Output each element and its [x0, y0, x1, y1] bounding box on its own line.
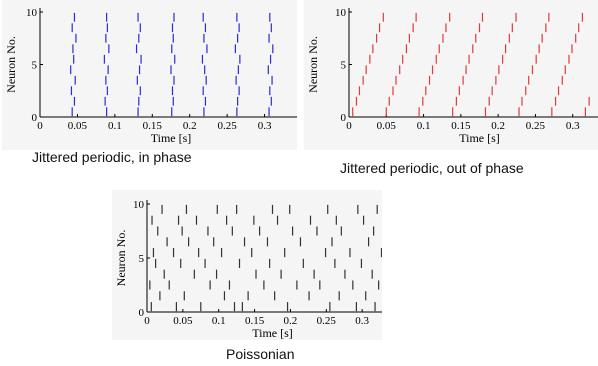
x-tick-label: 0.1: [212, 315, 226, 327]
x-axis-label: Time [s]: [151, 131, 192, 145]
x-tick-label: 0.05: [68, 120, 88, 132]
x-tick-label: 0.2: [183, 120, 197, 132]
y-tick-label: 0: [341, 112, 347, 124]
y-tick-label: 10: [335, 7, 347, 19]
raster-panel-poissonian: 0 0.05 0.1 0.15 0.2 0.25 0.3 0 5 10 Time [s] Neuron…: [112, 190, 382, 366]
x-tick-label: 0.25: [317, 315, 337, 327]
x-axis-label: Time [s]: [459, 131, 500, 145]
chart-caption: Poissonian: [226, 346, 295, 362]
x-tick-label: 0.3: [258, 120, 272, 132]
x-axis-label: Time [s]: [252, 326, 293, 340]
panel-background: [112, 190, 382, 340]
x-tick-label: 0: [346, 120, 352, 132]
x-tick-label: 0.2: [284, 315, 298, 327]
chart-caption: Jittered periodic, out of phase: [340, 160, 524, 176]
raster-chart-in-phase: 0 0.05 0.1 0.15 0.2 0.25 0.3 0 5 10 Time [s] Neuron…: [4, 7, 297, 145]
y-tick-label: 10: [133, 199, 145, 211]
x-tick-label: 0.2: [491, 120, 505, 132]
panel-background: [304, 0, 598, 150]
raster-chart-out-of-phase: 0 0.05 0.1 0.15 0.2 0.25 0.3 0 5 10 Time [s] Neuron…: [306, 7, 598, 145]
raster-chart-poissonian: 0 0.05 0.1 0.15 0.2 0.25 0.3 0 5 10 Time [s] Neuron…: [114, 199, 382, 340]
x-tick-label: 0.25: [218, 120, 238, 132]
x-tick-label: 0.3: [566, 120, 580, 132]
y-tick-label: 0: [139, 307, 145, 319]
y-tick-label: 5: [139, 253, 145, 265]
x-tick-label: 0.15: [245, 315, 265, 327]
x-tick-label: 0.3: [355, 315, 369, 327]
y-axis-label: Neuron No.: [114, 230, 128, 287]
raster-panel-in-phase: 0 0.05 0.1 0.15 0.2 0.25 0.3 0 5 10 Time [s] Neuron…: [2, 0, 297, 180]
x-tick-label: 0.05: [173, 315, 193, 327]
x-tick-label: 0.15: [143, 120, 163, 132]
y-axis-label: Neuron No.: [306, 36, 320, 93]
x-tick-label: 0.25: [526, 120, 546, 132]
x-tick-label: 0.1: [108, 120, 122, 132]
x-tick-label: 0.05: [377, 120, 397, 132]
y-tick-label: 5: [32, 60, 38, 72]
chart-caption: Jittered periodic, in phase: [32, 149, 192, 165]
x-tick-label: 0: [144, 315, 150, 327]
panel-background: [2, 0, 297, 150]
y-tick-label: 5: [341, 60, 347, 72]
x-tick-label: 0.15: [451, 120, 471, 132]
x-tick-label: 0: [37, 120, 43, 132]
raster-panel-out-of-phase: 0 0.05 0.1 0.15 0.2 0.25 0.3 0 5 10 Time [s] Neuron…: [304, 0, 598, 180]
x-tick-label: 0.1: [417, 120, 431, 132]
y-tick-label: 0: [32, 112, 38, 124]
y-axis-label: Neuron No.: [4, 36, 18, 93]
y-tick-label: 10: [26, 7, 38, 19]
